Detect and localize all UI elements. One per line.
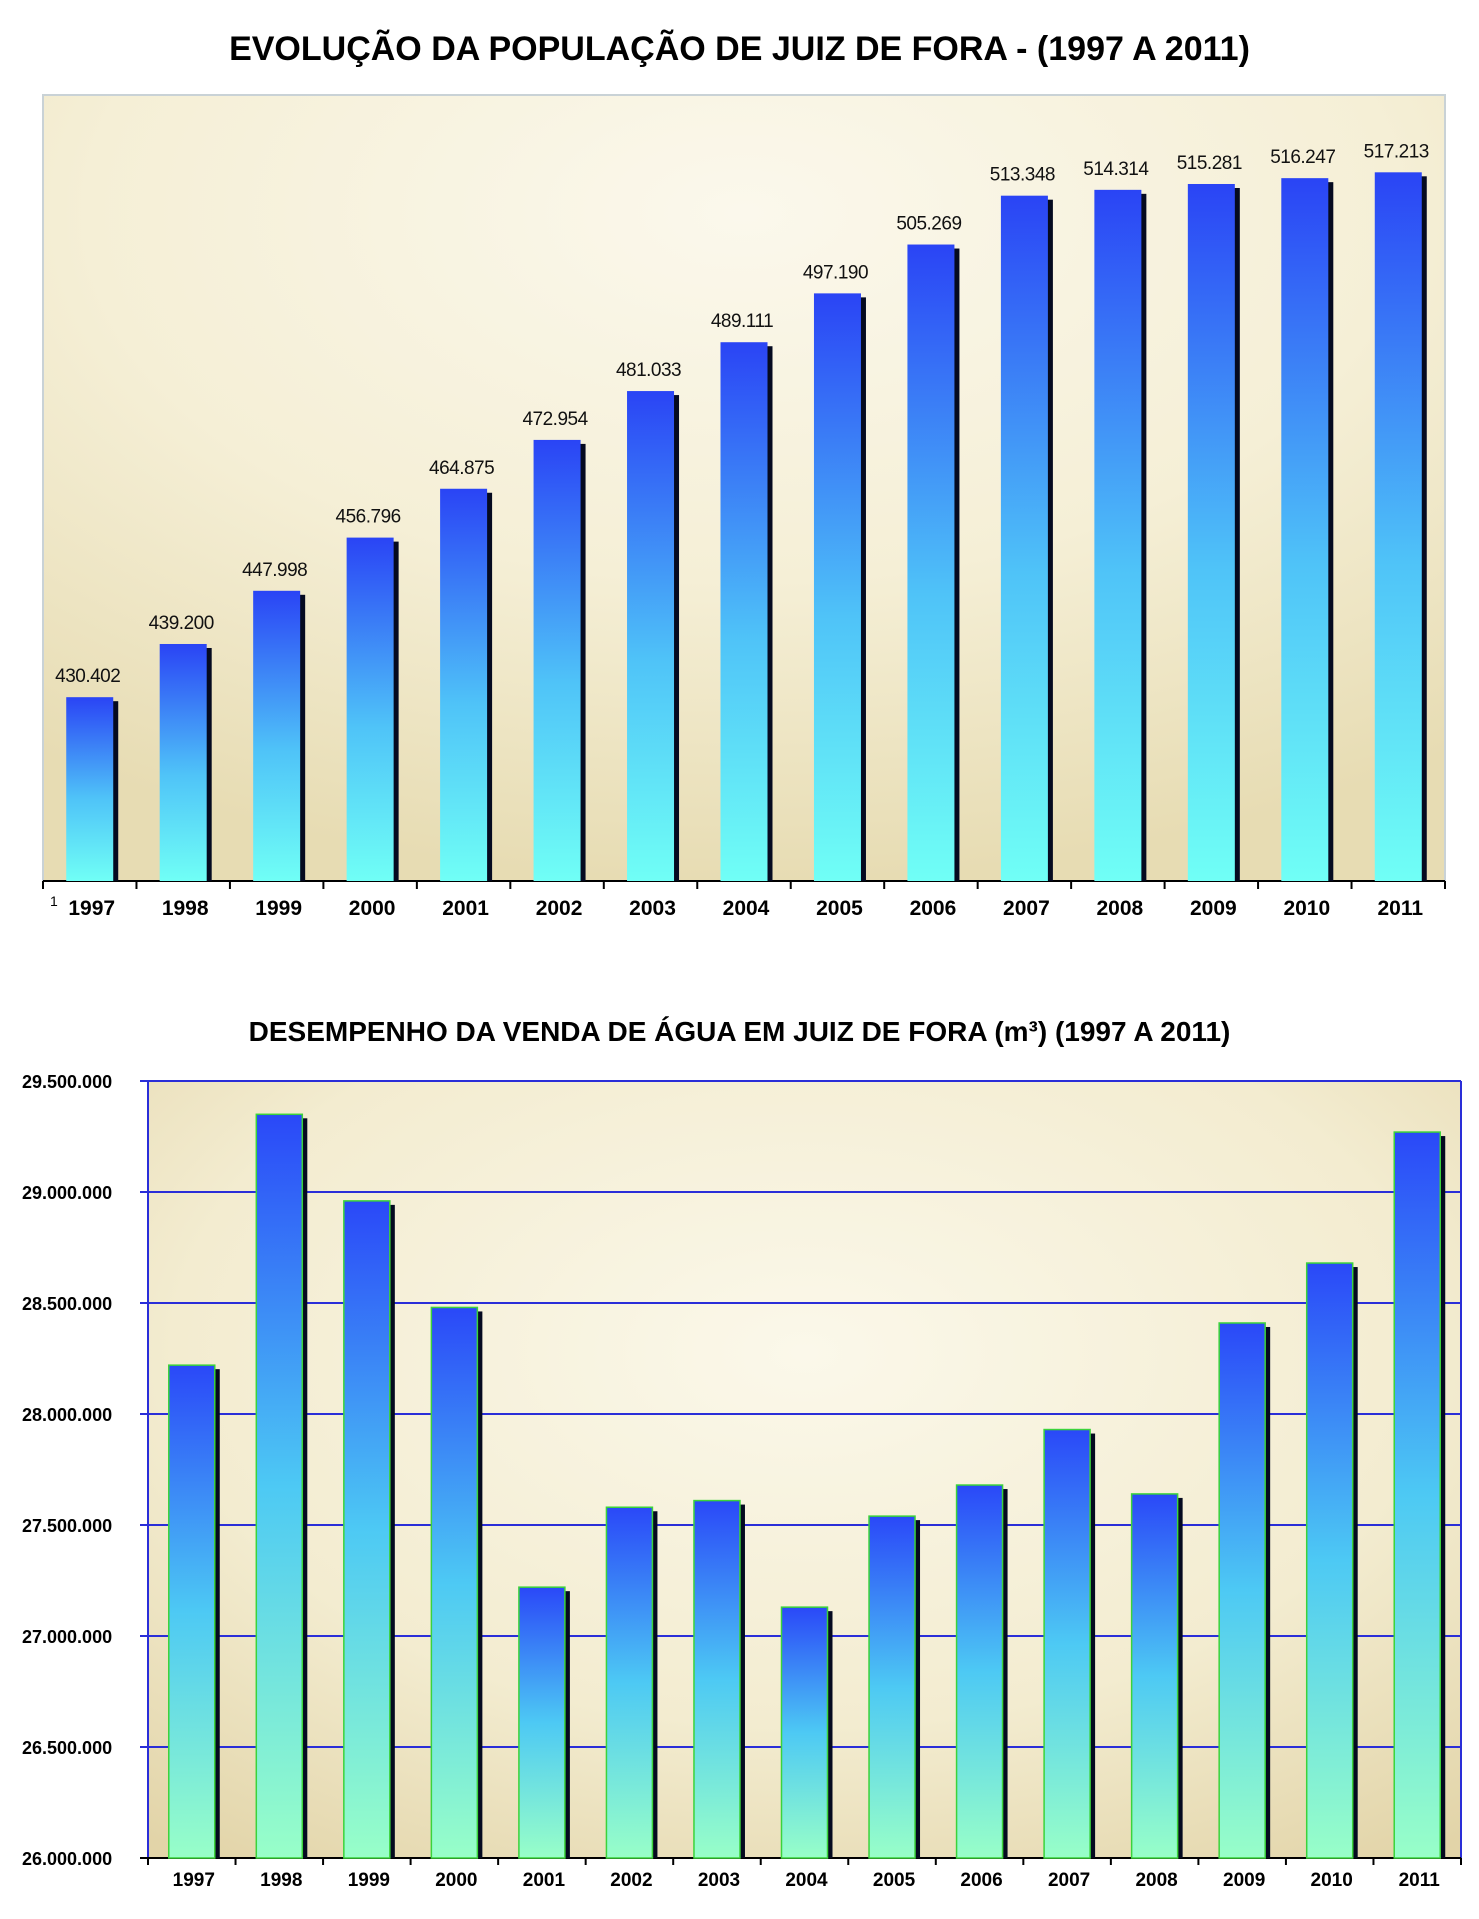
- population-value-label: 472.954: [522, 409, 588, 430]
- water-bar: [1393, 1131, 1441, 1859]
- water-year-label: 2007: [1048, 1870, 1090, 1891]
- population-year-label: 2005: [816, 897, 863, 920]
- population-bar: [346, 537, 394, 881]
- population-year-label: 2000: [349, 897, 396, 920]
- water-year-label: 2004: [785, 1870, 828, 1891]
- population-value-label: 430.402: [55, 666, 120, 687]
- water-year-label: 2002: [610, 1870, 652, 1891]
- water-y-tick-label: 28.000.000: [22, 1405, 112, 1425]
- water-year-label: 2005: [873, 1870, 916, 1891]
- population-bar: [253, 590, 301, 881]
- population-year-label: 2002: [536, 897, 583, 920]
- population-bar: [907, 244, 955, 881]
- water-y-tick-label: 29.000.000: [22, 1183, 112, 1203]
- water-year-label: 1999: [348, 1870, 390, 1891]
- water-bar: [605, 1506, 654, 1859]
- water-year-label: 2000: [435, 1870, 477, 1891]
- population-chart: 430.402 1997 439.200 1998 447.998 1999 456.796…: [42, 94, 1446, 920]
- population-value-label: 514.314: [1083, 159, 1149, 180]
- population-bar: [66, 697, 114, 881]
- population-value-label: 505.269: [896, 214, 961, 235]
- population-year-label: 1997: [68, 897, 115, 920]
- population-year-label: 2010: [1283, 897, 1330, 920]
- population-year-label: 2001: [442, 897, 489, 920]
- population-year-label: 2009: [1190, 897, 1237, 920]
- water-bar: [343, 1200, 391, 1859]
- water-year-label: 2003: [698, 1870, 740, 1891]
- population-year-label: 2007: [1003, 897, 1050, 920]
- population-year-label: 2003: [629, 897, 676, 920]
- population-bar: [813, 293, 861, 882]
- population-bar: [1374, 172, 1422, 882]
- population-year-label: 2008: [1097, 897, 1144, 920]
- water-year-label: 2008: [1135, 1870, 1177, 1891]
- water-bar: [518, 1586, 566, 1859]
- population-year-label: 2004: [723, 897, 770, 920]
- population-year-label: 2011: [1377, 897, 1423, 920]
- water-bar: [255, 1113, 304, 1859]
- population-year-label: 1998: [162, 897, 209, 920]
- water-year-label: 1997: [173, 1870, 215, 1891]
- population-bar: [159, 643, 207, 881]
- water-year-label: 2011: [1399, 1870, 1441, 1891]
- water-bar: [168, 1364, 216, 1859]
- population-value-label: 456.796: [336, 507, 401, 528]
- population-bar: [533, 439, 581, 881]
- population-bar: [1094, 189, 1142, 881]
- population-bar: [627, 391, 675, 881]
- water-bar: [868, 1515, 916, 1859]
- water-year-label: 1998: [260, 1870, 302, 1891]
- population-value-label: 447.998: [242, 560, 307, 581]
- population-bar: [440, 488, 488, 881]
- population-value-label: 439.200: [149, 613, 214, 634]
- water-y-tick-label: 26.000.000: [22, 1849, 112, 1869]
- water-bar: [1305, 1262, 1354, 1859]
- population-bar: [1000, 195, 1048, 882]
- water-bar: [693, 1499, 741, 1859]
- water-bar: [430, 1306, 479, 1859]
- population-year-label: 1999: [255, 897, 302, 920]
- water-y-tick-label: 27.000.000: [22, 1627, 112, 1647]
- population-value-label: 497.190: [803, 262, 868, 283]
- population-bar: [1281, 178, 1329, 881]
- population-value-label: 517.213: [1364, 141, 1429, 162]
- water-bar: [955, 1484, 1004, 1859]
- water-year-label: 2010: [1311, 1870, 1353, 1891]
- water-y-tick-label: 27.500.000: [22, 1516, 112, 1536]
- water-y-tick-label: 26.500.000: [22, 1738, 112, 1758]
- population-footnote-marker: 1: [50, 893, 58, 909]
- population-bar: [1187, 183, 1235, 881]
- water-year-label: 2009: [1223, 1870, 1265, 1891]
- water-y-tick-label: 28.500.000: [22, 1294, 112, 1314]
- population-value-label: 515.281: [1177, 153, 1242, 174]
- water-sales-chart-title: DESEMPENHO DA VENDA DE ÁGUA EM JUIZ DE F…: [248, 1016, 1231, 1047]
- population-year-label: 2006: [910, 897, 957, 920]
- population-chart-title: EVOLUÇÃO DA POPULAÇÃO DE JUIZ DE FORA - …: [229, 30, 1250, 68]
- population-value-label: 481.033: [616, 360, 681, 381]
- water-y-tick-label: 29.500.000: [22, 1072, 112, 1092]
- water-bar: [780, 1606, 829, 1859]
- water-year-label: 2006: [960, 1870, 1002, 1891]
- water-bar: [1043, 1428, 1091, 1859]
- population-value-label: 464.875: [429, 458, 494, 479]
- population-value-label: 513.348: [990, 165, 1055, 186]
- water-year-label: 2001: [523, 1870, 566, 1891]
- population-value-label: 489.111: [711, 311, 773, 332]
- water-bar: [1130, 1493, 1179, 1859]
- water-bar: [1218, 1322, 1266, 1859]
- population-value-label: 516.247: [1270, 147, 1335, 168]
- population-bar: [720, 342, 768, 881]
